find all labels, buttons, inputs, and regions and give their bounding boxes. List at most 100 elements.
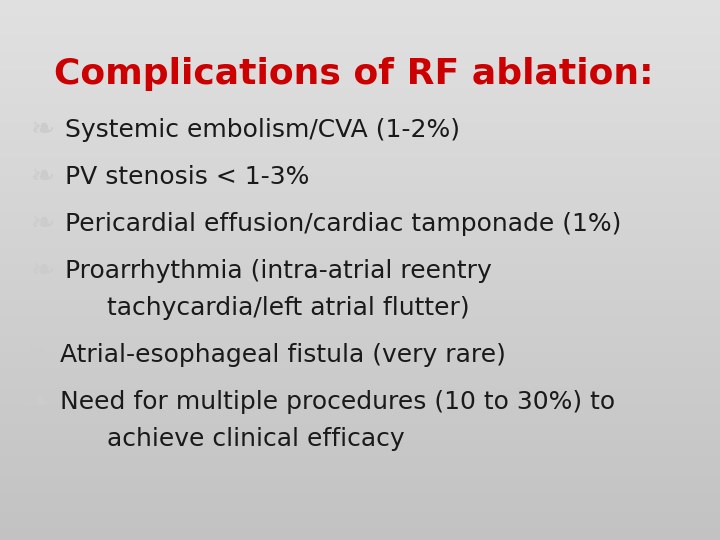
Bar (0, 293, 720, 295)
Bar (0, 455, 720, 457)
Bar (0, 366, 720, 367)
Bar (0, 339, 720, 340)
Bar (0, 191, 720, 193)
Bar (0, 312, 720, 313)
Bar (0, 270, 720, 272)
Bar (0, 5, 720, 7)
Bar (0, 520, 720, 522)
Bar (0, 61, 720, 63)
Bar (0, 110, 720, 112)
Bar (0, 142, 720, 144)
Bar (0, 423, 720, 425)
Bar (0, 490, 720, 491)
Bar (0, 322, 720, 324)
Bar (0, 201, 720, 204)
Bar (0, 76, 720, 77)
Bar (0, 464, 720, 466)
Bar (0, 355, 720, 356)
Bar (0, 247, 720, 248)
Bar (0, 488, 720, 490)
Bar (0, 147, 720, 150)
Bar (0, 529, 720, 531)
Text: ❧: ❧ (31, 256, 55, 285)
Bar (0, 153, 720, 155)
Bar (0, 160, 720, 162)
Bar (0, 479, 720, 481)
Bar (0, 509, 720, 511)
Bar (0, 234, 720, 236)
Bar (0, 151, 720, 153)
Bar (0, 373, 720, 374)
Bar (0, 177, 720, 178)
Bar (0, 22, 720, 23)
Bar (0, 228, 720, 231)
Bar (0, 331, 720, 333)
Bar (0, 528, 720, 529)
Bar (0, 349, 720, 351)
Bar (0, 292, 720, 293)
Bar (0, 405, 720, 407)
Bar (0, 454, 720, 455)
Bar (0, 198, 720, 200)
Bar (0, 444, 720, 447)
Bar (0, 120, 720, 123)
Bar (0, 326, 720, 328)
Bar (0, 65, 720, 66)
Bar (0, 178, 720, 180)
Bar (0, 336, 720, 339)
Bar (0, 209, 720, 211)
Bar (0, 66, 720, 69)
Text: Pericardial effusion/cardiac tamponade (1%): Pericardial effusion/cardiac tamponade (… (65, 212, 621, 235)
Bar (0, 463, 720, 464)
Bar (0, 227, 720, 228)
Text: ❧: ❧ (31, 210, 55, 238)
Bar (0, 185, 720, 187)
Bar (0, 97, 720, 99)
Bar (0, 304, 720, 306)
Bar (0, 493, 720, 495)
Bar (0, 461, 720, 463)
Bar (0, 396, 720, 398)
Bar (0, 108, 720, 110)
Bar (0, 180, 720, 182)
Bar (0, 432, 720, 434)
Bar (0, 439, 720, 441)
Text: Proarrhythmia (intra-atrial reentry: Proarrhythmia (intra-atrial reentry (65, 259, 492, 282)
Bar (0, 491, 720, 493)
Bar (0, 239, 720, 241)
Bar (0, 360, 720, 362)
Bar (0, 34, 720, 36)
Bar (0, 533, 720, 535)
Bar (0, 265, 720, 266)
Bar (0, 171, 720, 173)
Bar (0, 54, 720, 56)
Bar (0, 416, 720, 417)
Bar (0, 216, 720, 218)
Bar (0, 25, 720, 27)
Bar (0, 536, 720, 538)
Bar (0, 459, 720, 461)
Bar (0, 443, 720, 444)
Text: Complications of RF ablation:: Complications of RF ablation: (54, 57, 654, 91)
Bar (0, 77, 720, 79)
Bar (0, 380, 720, 382)
Bar (0, 221, 720, 223)
Bar (0, 196, 720, 198)
Bar (0, 495, 720, 497)
Bar (0, 200, 720, 201)
Bar (0, 12, 720, 15)
Bar (0, 389, 720, 390)
Bar (0, 174, 720, 177)
Bar (0, 412, 720, 414)
Bar (0, 56, 720, 58)
Bar (0, 447, 720, 448)
Bar (0, 356, 720, 358)
Bar (0, 274, 720, 275)
Bar (0, 207, 720, 209)
Bar (0, 39, 720, 42)
Bar (0, 9, 720, 11)
Bar (0, 511, 720, 513)
Bar (0, 15, 720, 16)
Bar (0, 205, 720, 207)
Bar (0, 457, 720, 459)
